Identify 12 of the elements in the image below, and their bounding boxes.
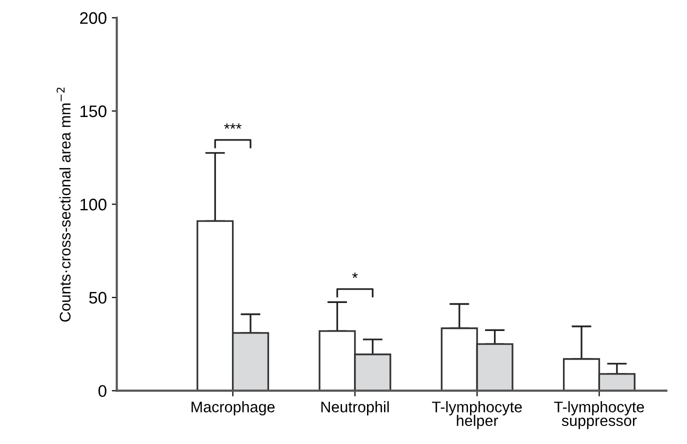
y-tick-label: 150 bbox=[80, 105, 106, 118]
y-tick-label: 0 bbox=[98, 385, 106, 397]
x-tick-label: T-lymphocyte suppressor bbox=[554, 401, 644, 430]
annotation: * bbox=[352, 272, 358, 278]
y-tick-label: 200 bbox=[80, 12, 106, 24]
y-tick-label: 100 bbox=[80, 198, 106, 210]
x-tick-label: T-lymphocyte helper bbox=[432, 401, 522, 430]
annotation: *** bbox=[224, 123, 242, 129]
y-tick-label: 50 bbox=[89, 292, 106, 304]
x-tick-label: Neutrophil bbox=[321, 401, 389, 416]
y-axis-title: Counts·cross-sectional area mm$^{−2}$ bbox=[56, 88, 71, 322]
x-tick-label: Macrophage bbox=[192, 401, 275, 416]
